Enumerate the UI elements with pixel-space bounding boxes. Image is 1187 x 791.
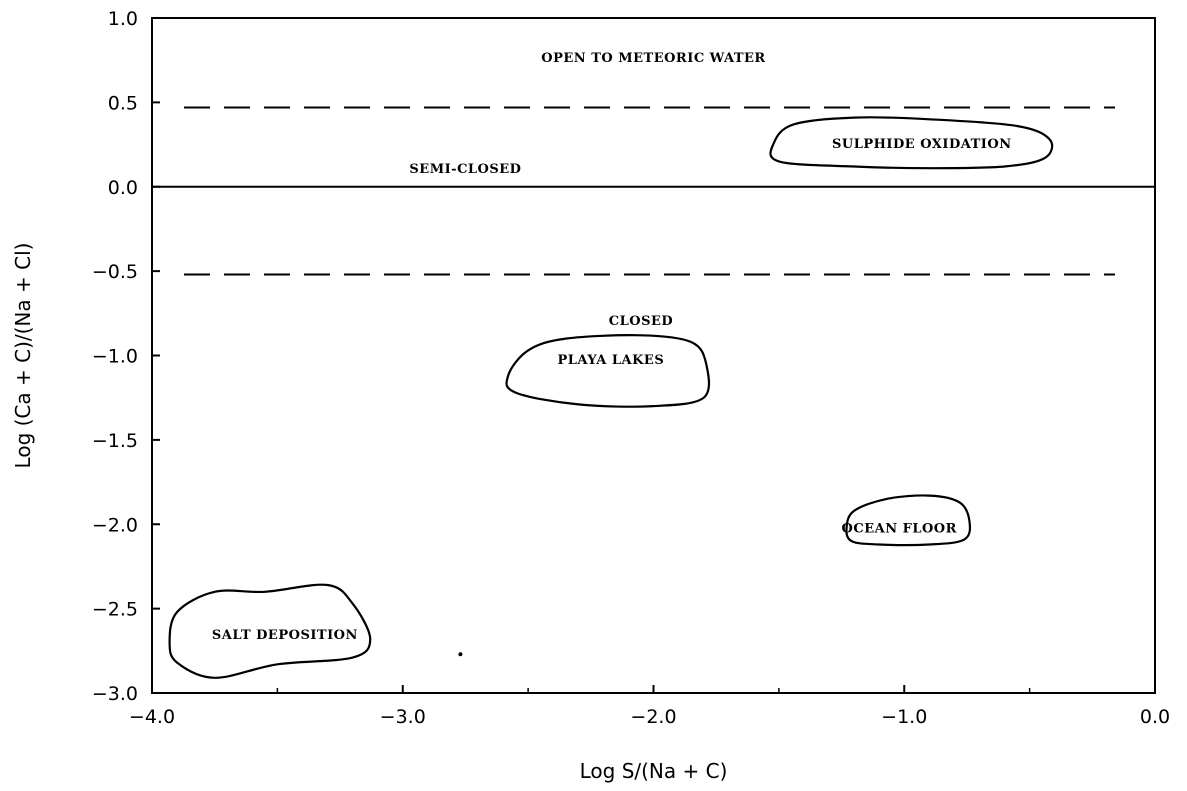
y-tick-label: 1.0: [108, 8, 138, 30]
x-tick-label: −4.0: [129, 706, 175, 728]
data-point: [458, 652, 463, 657]
y-tick-label: −2.0: [92, 514, 138, 536]
region-outline-ocean-floor: [845, 494, 972, 547]
y-tick-label: 0.0: [108, 177, 138, 199]
y-axis-label: Log (Ca + C)/(Na + Cl): [11, 243, 35, 469]
region-outline-playa-lakes: [505, 334, 711, 408]
x-tick-label: −2.0: [630, 706, 676, 728]
y-tick-label: −2.5: [92, 599, 138, 621]
zone-label-semi-closed: SEMI-CLOSED: [409, 162, 521, 177]
y-tick-label: −0.5: [92, 261, 138, 283]
y-tick-label: 0.5: [108, 92, 138, 114]
x-tick-label: 0.0: [1140, 706, 1170, 728]
y-tick-label: −1.5: [92, 430, 138, 452]
y-tick-label: −1.0: [92, 346, 138, 368]
x-axis-label: Log S/(Na + C): [580, 759, 728, 783]
regions: SULPHIDE OXIDATION PLAYA LAKES OCEAN FLOOR…: [168, 116, 1054, 679]
region-label-ocean-floor: OCEAN FLOOR: [842, 522, 957, 537]
zone-labels: OPEN TO METEORIC WATER SEMI-CLOSED CLOSED: [409, 51, 765, 329]
points: [458, 652, 463, 657]
x-tick-label: −1.0: [881, 706, 927, 728]
y-axis: 1.0 0.5 0.0 −0.5 −1.0 −1.5 −2.0 −2.5 −3.0: [92, 8, 160, 705]
region-outline-salt-deposition: [168, 583, 372, 679]
zone-label-open-to-meteoric-water: OPEN TO METEORIC WATER: [541, 51, 765, 66]
boundary-lines: [152, 106, 1155, 276]
y-tick-label: −3.0: [92, 683, 138, 705]
x-tick-label: −3.0: [380, 706, 426, 728]
x-axis: −4.0 −3.0 −2.0 −1.0 0.0: [129, 685, 1170, 728]
region-label-playa-lakes: PLAYA LAKES: [557, 353, 664, 368]
region-outline-sulphide-oxidation: [769, 116, 1054, 170]
zone-label-closed: CLOSED: [609, 314, 673, 329]
region-label-salt-deposition: SALT DEPOSITION: [212, 628, 358, 643]
region-label-sulphide-oxidation: SULPHIDE OXIDATION: [832, 137, 1012, 152]
